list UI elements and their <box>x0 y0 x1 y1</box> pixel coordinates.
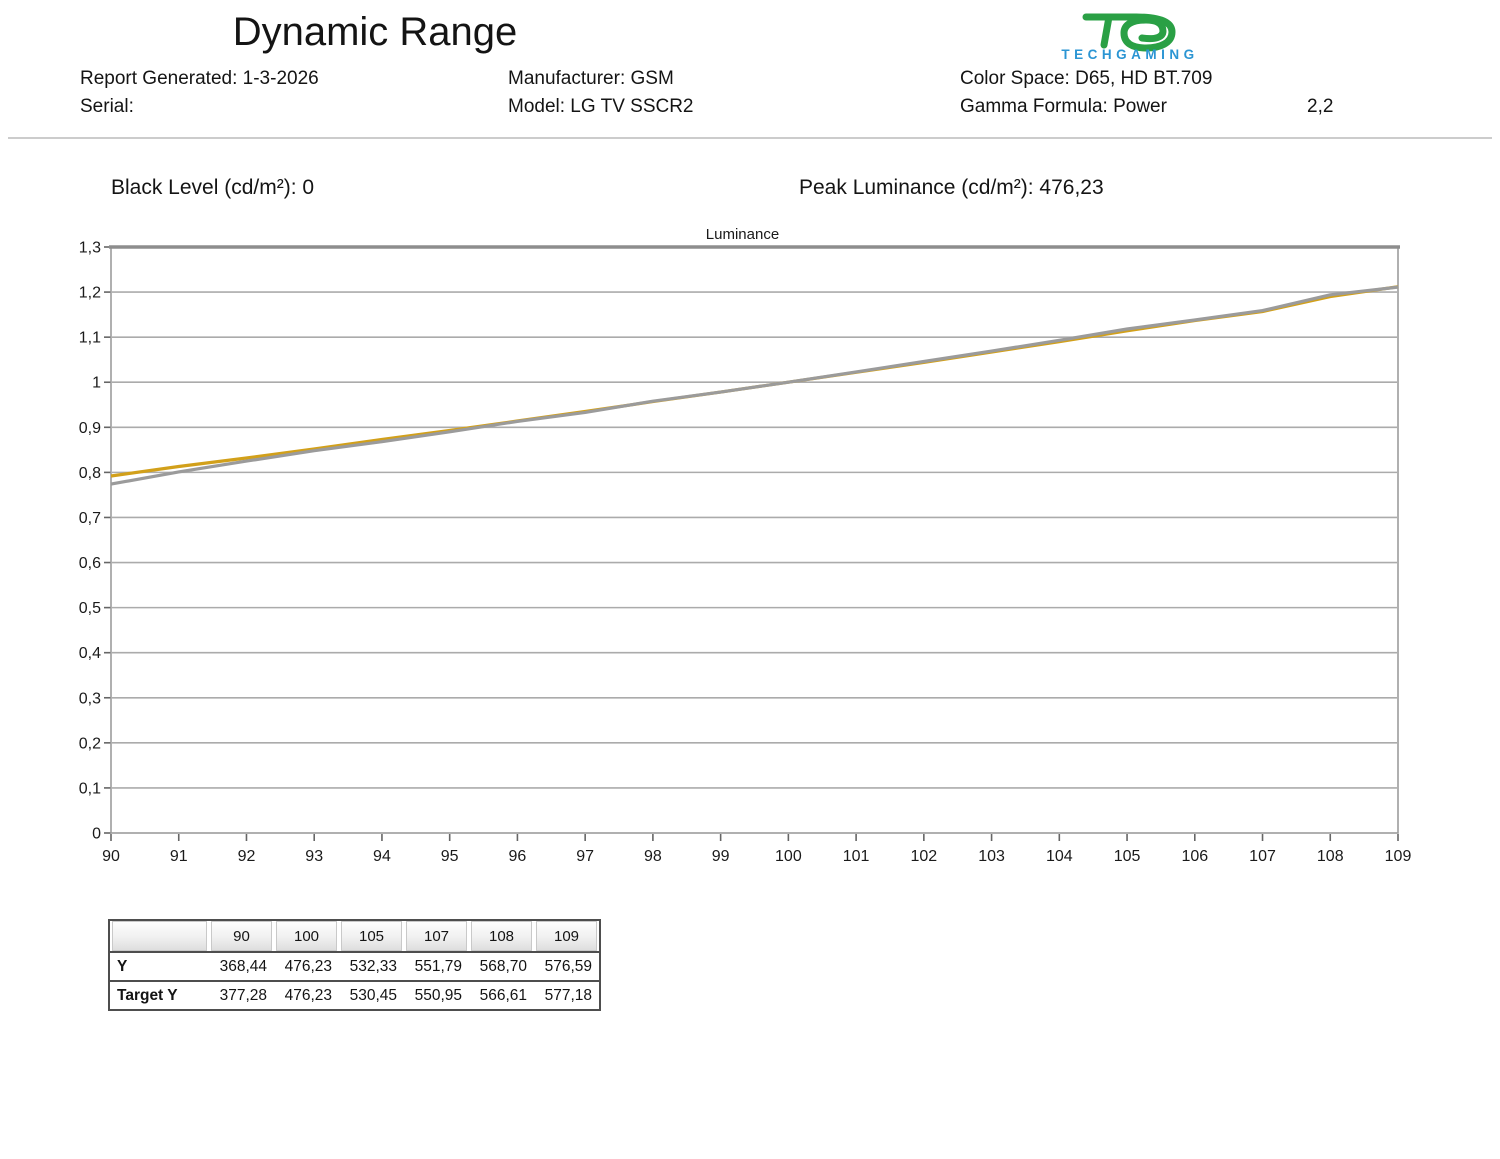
model: Model: LG TV SSCR2 <box>508 96 694 117</box>
table-cell: 377,28 <box>209 980 274 1009</box>
table-cell: 530,45 <box>339 980 404 1009</box>
manufacturer: Manufacturer: GSM <box>508 68 674 89</box>
table-header-blank <box>110 921 209 951</box>
x-tick-label: 95 <box>441 848 459 865</box>
y-tick-label: 0,4 <box>79 645 101 662</box>
x-tick-label: 92 <box>238 848 256 865</box>
table-cell: 576,59 <box>534 951 599 980</box>
table-cell: 368,44 <box>209 951 274 980</box>
y-tick-label: 0,2 <box>79 735 101 752</box>
x-tick-label: 101 <box>843 848 870 865</box>
table-header-100: 100 <box>274 921 339 951</box>
x-tick-label: 94 <box>373 848 391 865</box>
x-tick-label: 103 <box>978 848 1005 865</box>
y-tick-label: 0,9 <box>79 420 101 437</box>
y-tick-label: 1,1 <box>79 330 101 347</box>
techgaming-logo-glyph: TECHGAMING <box>1061 13 1198 62</box>
y-tick-label: 0,7 <box>79 510 101 527</box>
table-header-108: 108 <box>469 921 534 951</box>
row-label-target-y: Target Y <box>110 980 209 1009</box>
x-tick-label: 107 <box>1249 848 1276 865</box>
chart-title: Luminance <box>706 226 779 243</box>
table-cell: 532,33 <box>339 951 404 980</box>
x-tick-label: 99 <box>712 848 730 865</box>
plot-border <box>110 246 1399 834</box>
table-header-105: 105 <box>339 921 404 951</box>
logo-t-stem <box>1100 13 1113 49</box>
black-level-value: Black Level (cd/m²): 0 <box>111 176 315 199</box>
logo-brand-text: TECHGAMING <box>1061 47 1198 61</box>
table-cell: 568,70 <box>469 951 534 980</box>
logo-g-spiral <box>1120 13 1176 52</box>
color-space: Color Space: D65, HD BT.709 <box>960 68 1213 89</box>
x-tick-label: 100 <box>775 848 802 865</box>
x-tick-label: 90 <box>102 848 120 865</box>
table-row-y: Y 368,44 476,23 532,33 551,79 568,70 576… <box>110 951 599 980</box>
x-tick-label: 104 <box>1046 848 1073 865</box>
y-tick-label: 1,3 <box>79 240 101 257</box>
row-label-y: Y <box>110 951 209 980</box>
techgaming-logo: TECHGAMING <box>1048 5 1212 62</box>
x-tick-label: 98 <box>644 848 662 865</box>
y-tick-label: 1 <box>92 375 101 392</box>
table-cell: 551,79 <box>404 951 469 980</box>
series-line-y <box>110 285 1399 486</box>
peak-luminance-value: Peak Luminance (cd/m²): 476,23 <box>799 176 1104 199</box>
serial: Serial: <box>80 96 134 117</box>
luminance-chart: 0 0,1 0,2 0,3 0,4 0,5 0,6 0,7 0,8 0,9 1 1,1 1,2 1,3 90… <box>79 226 1412 865</box>
y-tick-label: 0,5 <box>79 600 101 617</box>
x-tick-label: 102 <box>910 848 937 865</box>
y-tick-label: 0,1 <box>79 780 101 797</box>
gamma-formula: Gamma Formula: Power <box>960 96 1167 117</box>
table-cell: 550,95 <box>404 980 469 1009</box>
x-tick-label: 96 <box>509 848 527 865</box>
x-tick-label: 108 <box>1317 848 1344 865</box>
gamma-value: 2,2 <box>1307 96 1334 117</box>
table-header-row: 90 100 105 107 108 109 <box>110 921 599 951</box>
table-header-90: 90 <box>209 921 274 951</box>
table-cell: 577,18 <box>534 980 599 1009</box>
table-cell: 476,23 <box>274 980 339 1009</box>
x-tick-label: 109 <box>1385 848 1412 865</box>
y-tick-label: 0 <box>92 826 101 843</box>
y-tick-label: 0,8 <box>79 465 101 482</box>
y-tick-label: 0,3 <box>79 690 101 707</box>
table-cell: 476,23 <box>274 951 339 980</box>
series-line-target-y <box>110 285 1399 478</box>
page-title: Dynamic Range <box>232 10 518 54</box>
table-cell: 566,61 <box>469 980 534 1009</box>
y-tick-label: 0,6 <box>79 555 101 572</box>
x-tick-label: 93 <box>305 848 323 865</box>
x-tick-label: 97 <box>576 848 594 865</box>
measurement-table: 90 100 105 107 108 109 Y 368,44 476,23 5… <box>108 919 601 1011</box>
report-generated: Report Generated: 1-3-2026 <box>80 68 319 89</box>
table-header-107: 107 <box>404 921 469 951</box>
header-divider <box>8 137 1492 139</box>
table-row-target-y: Target Y 377,28 476,23 530,45 550,95 566… <box>110 980 599 1009</box>
y-tick-label: 1,2 <box>79 285 101 302</box>
table-header-109: 109 <box>534 921 599 951</box>
x-tick-label: 105 <box>1114 848 1141 865</box>
x-tick-label: 106 <box>1181 848 1208 865</box>
x-tick-label: 91 <box>170 848 188 865</box>
